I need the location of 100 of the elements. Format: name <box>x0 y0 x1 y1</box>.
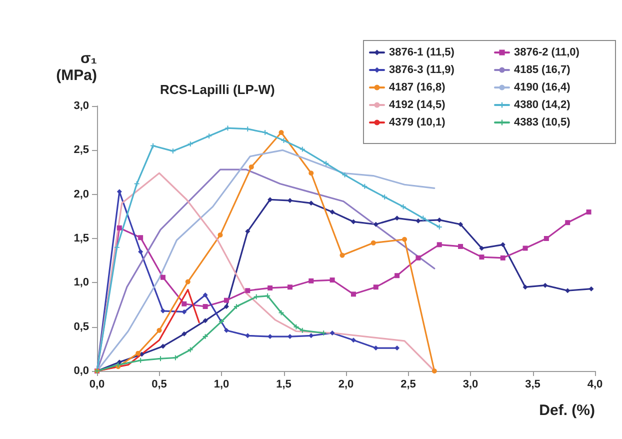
point <box>586 210 592 214</box>
y-tick-label: 2,0 <box>74 188 89 200</box>
point <box>116 360 122 365</box>
point <box>262 130 268 135</box>
x-tick-label: 0,0 <box>89 378 105 390</box>
point <box>479 254 484 260</box>
legend-label: 4380 (14,2) <box>514 99 571 111</box>
point <box>350 219 356 224</box>
point <box>138 249 144 254</box>
y-tick-label: 2,5 <box>74 144 89 156</box>
point <box>458 222 464 227</box>
point <box>224 328 229 333</box>
point <box>308 278 314 284</box>
point <box>373 222 378 227</box>
point <box>254 294 259 300</box>
point <box>588 286 594 292</box>
point <box>382 194 388 200</box>
point <box>308 333 314 338</box>
point <box>202 334 208 340</box>
y-axis-title: σ₁ (MPa) <box>56 50 97 84</box>
point <box>565 288 570 294</box>
point <box>218 232 223 238</box>
y-tick-label: 3,0 <box>74 100 89 112</box>
point <box>182 301 187 306</box>
legend-label: 4190 (16,4) <box>514 82 571 94</box>
x-tick-label: 0,5 <box>152 378 167 390</box>
point <box>479 246 484 251</box>
point <box>265 293 270 298</box>
point <box>300 328 305 333</box>
point <box>330 210 335 214</box>
legend-label: 4383 (10,5) <box>514 116 571 128</box>
point <box>150 143 156 148</box>
point <box>436 224 442 230</box>
point <box>156 328 162 333</box>
point <box>402 236 408 242</box>
point <box>330 278 335 283</box>
point <box>248 164 254 170</box>
point <box>373 284 378 290</box>
point <box>565 220 570 226</box>
x-tick-label: 2,5 <box>400 378 416 390</box>
point <box>416 255 421 260</box>
point <box>522 246 528 251</box>
point <box>350 292 356 297</box>
point <box>234 304 239 310</box>
point <box>340 252 345 258</box>
point <box>202 304 208 310</box>
point <box>373 346 378 351</box>
point <box>245 288 250 294</box>
point <box>158 356 163 362</box>
point <box>394 216 400 221</box>
legend-label: 3876-1 (11,5) <box>389 46 455 58</box>
point <box>134 181 140 186</box>
y-tick-label: 0,5 <box>74 320 89 333</box>
y-tick-label: 1,5 <box>74 232 89 244</box>
point <box>219 319 224 324</box>
point <box>188 347 193 352</box>
point <box>224 304 229 310</box>
point <box>188 141 193 146</box>
point <box>300 146 305 152</box>
point <box>160 344 166 349</box>
point <box>185 279 190 284</box>
legend-label: 3876-2 (11,0) <box>514 46 580 58</box>
point <box>542 282 548 288</box>
point <box>138 235 144 240</box>
point <box>268 285 273 290</box>
point <box>308 200 314 206</box>
y-tick-label: 1,0 <box>74 276 89 289</box>
x-tick-label: 1,5 <box>276 378 292 390</box>
point <box>400 204 406 210</box>
point <box>324 160 329 166</box>
x-tick-label: 3,0 <box>462 378 478 390</box>
point <box>202 318 208 324</box>
legend-label: 4187 (16,8) <box>389 82 446 94</box>
x-tick-label: 3,5 <box>525 378 540 390</box>
point <box>278 130 284 135</box>
legend-label: 3876-3 (11,9) <box>389 64 455 76</box>
x-tick-label: 4,0 <box>587 378 603 390</box>
point <box>224 298 229 303</box>
point <box>281 138 286 143</box>
point <box>160 274 166 280</box>
point <box>342 172 348 178</box>
point <box>330 330 335 336</box>
point <box>114 244 120 250</box>
point <box>436 242 442 248</box>
point <box>160 308 166 314</box>
point <box>544 236 549 241</box>
legend-label: 4379 (10,1) <box>389 116 446 128</box>
point <box>172 355 178 360</box>
point <box>294 324 299 330</box>
point <box>136 350 141 356</box>
point <box>522 284 528 290</box>
legend-label: 4185 (16,7) <box>514 64 571 76</box>
point <box>182 331 187 336</box>
point <box>394 346 400 351</box>
point <box>420 216 426 221</box>
point <box>245 228 250 234</box>
point <box>308 170 314 176</box>
x-axis-title: Def. (%) <box>539 402 595 419</box>
point <box>170 148 176 154</box>
point <box>116 225 122 230</box>
